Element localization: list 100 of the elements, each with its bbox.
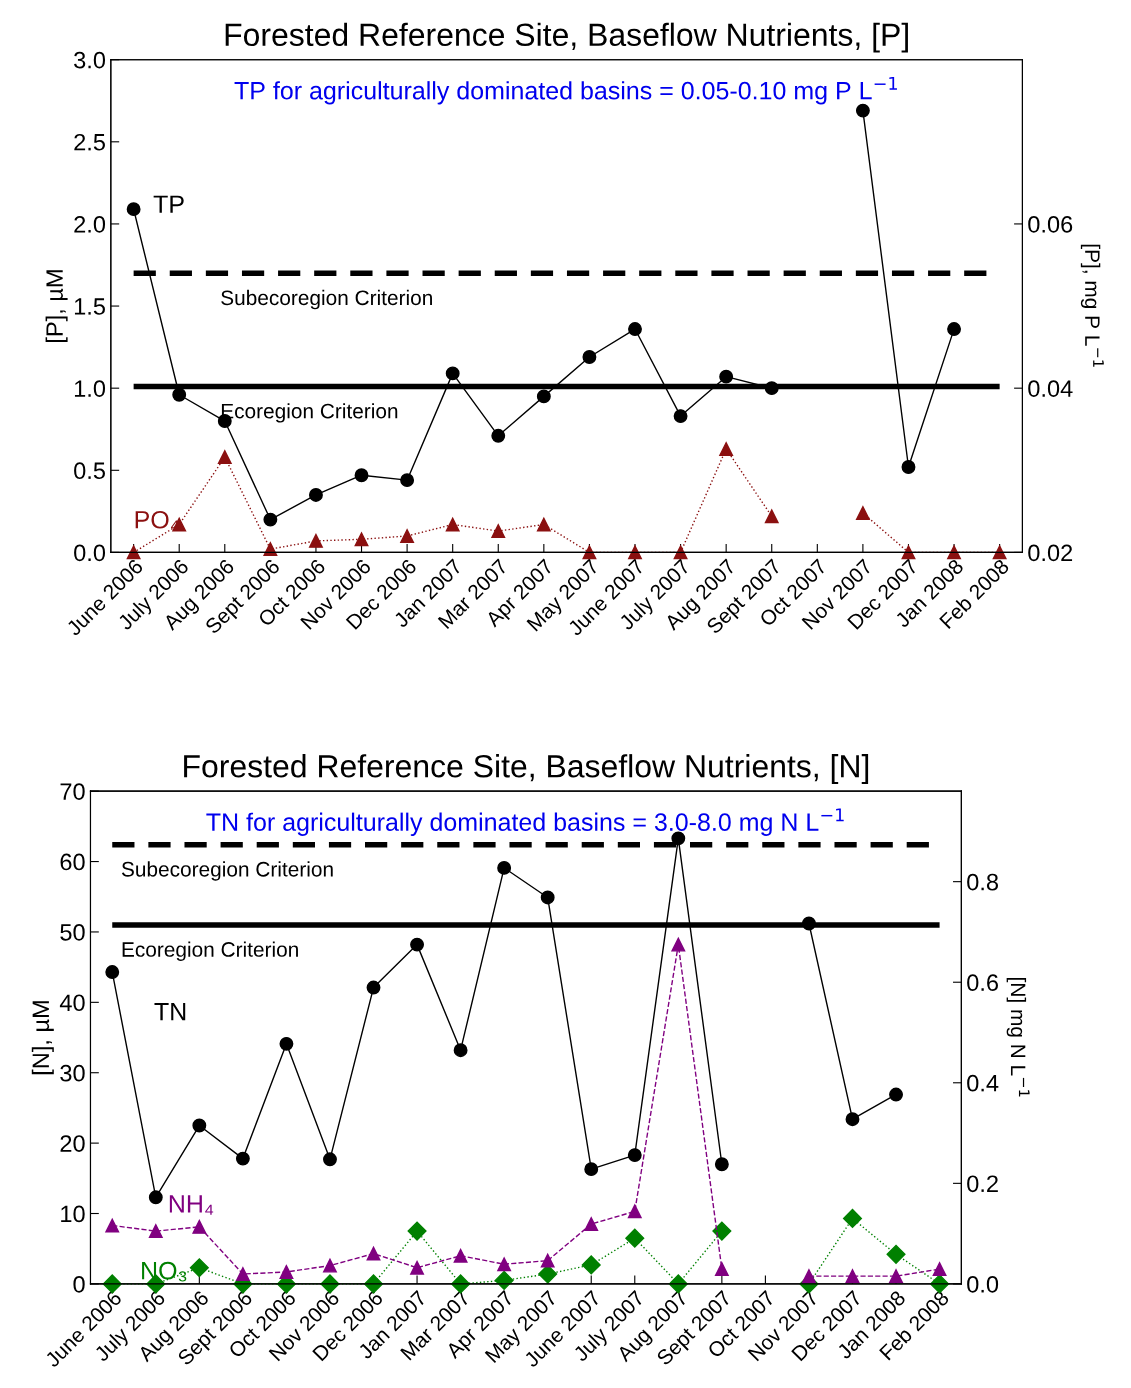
annotation: TN for agriculturally dominated basins = 3.0-8.0 mg N L$^{−1}$	[206, 808, 844, 836]
point	[671, 937, 686, 952]
point	[235, 1151, 250, 1166]
point	[582, 545, 597, 560]
y-tick-label: 0	[73, 1275, 85, 1293]
point	[627, 1204, 642, 1219]
point	[354, 468, 369, 483]
point	[889, 1087, 903, 1102]
point	[764, 381, 779, 396]
point	[323, 1152, 337, 1167]
point	[217, 450, 232, 465]
point	[497, 860, 512, 875]
point	[582, 350, 597, 364]
point	[192, 1219, 207, 1234]
y-tick-label: 30	[60, 1064, 85, 1082]
point	[855, 103, 870, 118]
point	[628, 322, 642, 336]
point	[712, 1221, 732, 1241]
point	[947, 322, 962, 336]
y-tick-label: 3.0	[74, 51, 106, 69]
y-tick-label: 40	[59, 994, 85, 1012]
point	[889, 1269, 903, 1284]
point	[842, 1208, 863, 1228]
point	[172, 387, 187, 402]
point	[235, 1267, 250, 1281]
point	[536, 517, 551, 532]
point	[279, 1036, 294, 1051]
point	[323, 1258, 337, 1273]
point	[105, 965, 120, 980]
point	[189, 1258, 209, 1278]
point	[802, 1269, 816, 1284]
y-tick-label: 70	[60, 783, 85, 800]
ref-line-label: Ecoregion Criterion	[122, 941, 298, 961]
point	[584, 1162, 599, 1177]
y2-tick-label: 0.8	[967, 873, 999, 891]
y2-tick-label: 0.2	[967, 1175, 998, 1193]
y2-tick-label: 0.6	[967, 974, 998, 992]
point	[126, 545, 141, 560]
y2-axis-title: [N] mg N L$^{−1}$	[1006, 978, 1030, 1097]
y-axis-title: [N], µM	[31, 1001, 54, 1075]
point	[625, 1228, 645, 1248]
point	[491, 524, 506, 539]
point	[536, 389, 551, 404]
y-tick-label: 0.0	[74, 544, 106, 562]
point	[407, 1221, 427, 1241]
point	[263, 542, 278, 557]
point	[992, 545, 1007, 560]
point	[148, 1224, 163, 1239]
point	[279, 1264, 294, 1279]
point	[584, 1217, 599, 1232]
point	[453, 1248, 468, 1263]
point	[192, 1118, 207, 1133]
point	[400, 529, 415, 543]
y-tick-label: 50	[60, 924, 85, 941]
y2-tick-label: 0.06	[1028, 216, 1073, 233]
point	[855, 506, 870, 520]
point	[410, 1260, 425, 1275]
annotation: TP for agriculturally dominated basins = 0.05-0.10 mg P L$^{−1}$	[234, 76, 897, 105]
y-tick-label: 2.0	[74, 216, 106, 233]
point	[714, 1262, 729, 1277]
point	[581, 1255, 601, 1275]
point	[491, 428, 506, 443]
point	[366, 980, 381, 995]
y2-tick-label: 0.02	[1028, 544, 1073, 562]
point	[445, 366, 460, 381]
point	[445, 517, 460, 532]
point	[308, 487, 323, 502]
point	[886, 1244, 906, 1264]
point	[671, 831, 686, 846]
y-tick-label: 10	[61, 1205, 85, 1223]
point	[148, 1190, 163, 1205]
point	[845, 1269, 860, 1284]
series-label: TN	[154, 1003, 186, 1021]
point	[627, 1148, 642, 1163]
point	[540, 1253, 555, 1268]
point	[764, 509, 779, 524]
point	[932, 1262, 947, 1277]
y-tick-label: 60	[60, 853, 85, 871]
y2-axis-title: [P], mg P L$^{−1}$	[1080, 244, 1104, 367]
y-tick-label: 1.5	[74, 298, 105, 315]
point	[540, 890, 555, 905]
point	[263, 512, 278, 527]
y-axis-title: [P], µM	[45, 270, 68, 342]
point	[308, 533, 323, 548]
y2-tick-label: 0.4	[967, 1074, 999, 1092]
y-tick-label: 2.5	[74, 133, 105, 151]
point	[719, 442, 734, 456]
point	[673, 409, 688, 424]
point	[410, 937, 425, 952]
point	[354, 532, 369, 547]
point	[400, 473, 415, 488]
series-label: NH₄	[169, 1195, 214, 1215]
y2-tick-label: 0.04	[1028, 380, 1073, 397]
series-label: TP	[153, 195, 184, 213]
point	[673, 545, 688, 560]
point	[719, 369, 734, 384]
ref-line-label: Subecoregion Criterion	[221, 289, 432, 310]
point	[497, 1257, 512, 1272]
point	[366, 1246, 381, 1261]
series-label: NO₃	[142, 1261, 187, 1282]
